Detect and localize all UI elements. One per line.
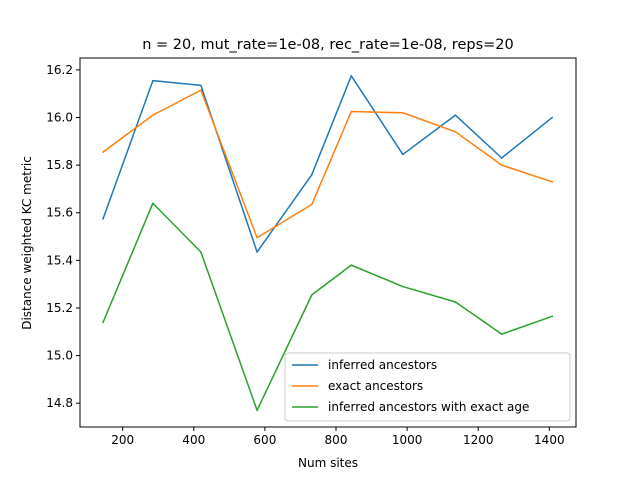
y-tick-label-7: 16.2 xyxy=(46,63,73,77)
data-point-1-0 xyxy=(102,151,104,153)
series-line-0 xyxy=(102,75,554,253)
plot-frame xyxy=(79,57,577,428)
data-point-1-4 xyxy=(311,203,313,206)
data-point-2-3 xyxy=(256,409,258,412)
data-point-1-2 xyxy=(200,89,202,91)
y-tick-label-6: 16.0 xyxy=(46,111,73,125)
y-axis-label: Distance weighted KC metric xyxy=(20,156,34,330)
legend-label-2: inferred ancestors with exact age xyxy=(328,400,529,414)
data-point-1-7 xyxy=(454,131,457,133)
data-point-2-6 xyxy=(402,285,404,288)
x-tick-label-1: 400 xyxy=(182,433,205,447)
data-point-0-2 xyxy=(200,84,202,87)
data-point-2-1 xyxy=(152,202,154,204)
data-point-2-2 xyxy=(200,251,202,253)
y-tick-label-0: 14.8 xyxy=(46,396,73,410)
data-point-2-8 xyxy=(500,333,503,335)
axes-layer: 200 400 600 800 1000 1200 1400 14.8 15.0 15.2 15.4… xyxy=(46,57,577,447)
data-point-2-7 xyxy=(454,301,457,303)
data-point-2-5 xyxy=(350,264,353,266)
y-tick-label-3: 15.4 xyxy=(46,253,73,267)
y-tick-label-5: 15.8 xyxy=(46,158,73,172)
data-point-0-3 xyxy=(256,251,258,253)
data-point-1-6 xyxy=(402,112,404,114)
x-tick-label-0: 200 xyxy=(111,433,134,447)
data-point-0-6 xyxy=(402,153,404,156)
data-point-0-8 xyxy=(500,157,503,159)
series-line-2 xyxy=(102,202,554,412)
data-point-2-4 xyxy=(311,294,313,296)
data-point-0-9 xyxy=(551,116,553,119)
y-tick-label-2: 15.2 xyxy=(46,301,73,315)
chart-title: n = 20, mut_rate=1e-08, rec_rate=1e-08, … xyxy=(142,37,514,53)
x-axis-label: Num sites xyxy=(298,456,358,470)
y-tick-label-1: 15.0 xyxy=(46,349,73,363)
data-point-2-9 xyxy=(551,315,553,318)
series-layer xyxy=(102,75,554,412)
series-line-1 xyxy=(102,89,554,239)
data-point-0-4 xyxy=(311,173,313,176)
x-tick-label-6: 1400 xyxy=(534,433,565,447)
data-point-1-9 xyxy=(551,181,553,183)
legend-label-1: exact ancestors xyxy=(328,379,423,393)
data-point-1-8 xyxy=(500,164,503,166)
legend-label-0: inferred ancestors xyxy=(328,358,437,372)
data-point-1-3 xyxy=(256,236,258,239)
data-point-2-0 xyxy=(102,321,104,323)
x-tick-label-4: 1000 xyxy=(392,433,423,447)
x-tick-label-5: 1200 xyxy=(463,433,494,447)
data-point-1-1 xyxy=(152,114,154,116)
legend: inferred ancestors exact ancestors inferre… xyxy=(284,352,571,422)
legend-box xyxy=(284,352,571,422)
data-point-0-1 xyxy=(152,79,154,82)
data-point-0-7 xyxy=(454,114,457,116)
data-point-0-5 xyxy=(350,75,353,77)
x-tick-label-2: 600 xyxy=(253,433,276,447)
x-tick-label-3: 800 xyxy=(325,433,348,447)
y-tick-label-4: 15.6 xyxy=(46,206,73,220)
data-point-1-5 xyxy=(350,110,353,113)
data-point-0-0 xyxy=(102,217,104,220)
